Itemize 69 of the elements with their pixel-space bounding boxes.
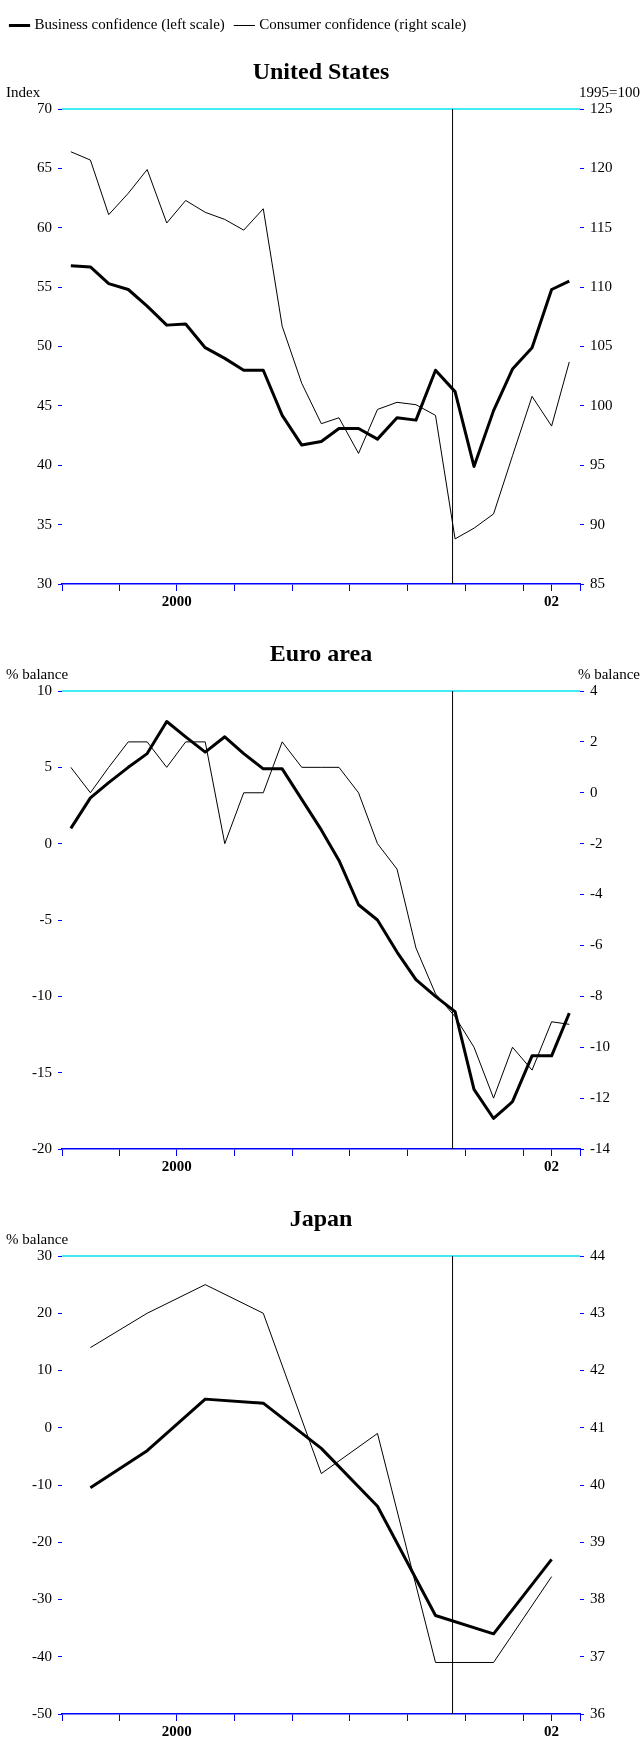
y2-tick-label: -6 [590, 936, 603, 953]
y-tick-label: 50 [37, 337, 52, 354]
y-tick-label: -40 [32, 1647, 52, 1664]
y2-tick-label: 125 [590, 99, 613, 116]
y-tick-label: -30 [32, 1590, 52, 1607]
y-axis-title: % balance [6, 1231, 69, 1247]
y2-tick-label: 41 [590, 1418, 605, 1435]
y-tick-label: 55 [37, 278, 52, 295]
y-tick-label: 45 [37, 396, 52, 413]
y2-tick-label: 85 [590, 574, 605, 591]
y-tick-label: 20 [37, 1304, 52, 1321]
y2-tick-label: 42 [590, 1361, 605, 1378]
y2-tick-label: 90 [590, 515, 605, 532]
chart-title: United States [252, 58, 390, 84]
y2-tick-label: -2 [590, 834, 603, 851]
y-axis-title: Index [6, 84, 41, 100]
y-tick-label: 40 [37, 456, 52, 473]
y2-tick-label: 110 [590, 278, 612, 295]
y-tick-label: -5 [39, 910, 52, 927]
y-tick-label: 0 [44, 834, 52, 851]
x-tick-label: 02 [544, 592, 560, 609]
y-tick-label: -10 [32, 987, 52, 1004]
y2-tick-label: 37 [590, 1647, 606, 1664]
x-tick-label: 2000 [161, 592, 192, 609]
y2-tick-label: -10 [590, 1038, 610, 1055]
y-tick-label: -20 [32, 1533, 52, 1550]
chart-title: Japan [289, 1205, 353, 1231]
y2-tick-label: 36 [590, 1704, 606, 1721]
y-tick-label: 10 [37, 681, 52, 698]
legend-label: Consumer confidence (right scale) [259, 16, 467, 34]
y2-tick-label: -12 [590, 1089, 610, 1106]
y2-tick-label: 105 [590, 337, 613, 354]
legend-label: Business confidence (left scale) [34, 16, 225, 34]
y-tick-label: -15 [32, 1063, 52, 1080]
x-tick-label: 02 [544, 1157, 560, 1174]
y-tick-label: 70 [37, 99, 52, 116]
y2-tick-label: 38 [590, 1590, 605, 1607]
y-tick-label: 35 [37, 515, 52, 532]
y2-tick-label: 95 [590, 456, 605, 473]
y-tick-label: 5 [44, 758, 52, 775]
y-tick-label: -20 [32, 1139, 52, 1156]
y-tick-label: 30 [37, 574, 52, 591]
x-tick-label: 2000 [161, 1157, 192, 1174]
y-axis-title: % balance [6, 666, 69, 682]
y2-tick-label: 43 [590, 1304, 605, 1321]
y2-tick-label: 44 [590, 1246, 606, 1263]
chart-title: Euro area [269, 640, 373, 666]
y-tick-label: -10 [32, 1475, 52, 1492]
y2-tick-label: 4 [590, 681, 598, 698]
y-tick-label: 60 [37, 218, 52, 235]
y2-axis-title: 1995=100 [579, 84, 640, 100]
y2-tick-label: -4 [590, 885, 603, 902]
y-tick-label: 0 [44, 1418, 52, 1435]
y-tick-label: 65 [37, 159, 52, 176]
y2-tick-label: 120 [590, 159, 613, 176]
y-tick-label: 10 [37, 1361, 52, 1378]
y2-tick-label: -8 [590, 987, 603, 1004]
y2-tick-label: 115 [590, 218, 612, 235]
x-tick-label: 02 [544, 1722, 560, 1739]
x-tick-label: 2000 [161, 1722, 192, 1739]
y2-tick-label: 0 [590, 783, 598, 800]
y2-tick-label: 39 [590, 1533, 605, 1550]
y-tick-label: 30 [37, 1246, 52, 1263]
y2-axis-title: % balance [577, 666, 641, 682]
y2-tick-label: 100 [590, 396, 613, 413]
y2-tick-label: 2 [590, 732, 598, 749]
y2-tick-label: 40 [590, 1475, 605, 1492]
y-tick-label: -50 [32, 1704, 52, 1721]
y2-tick-label: -14 [590, 1139, 611, 1156]
